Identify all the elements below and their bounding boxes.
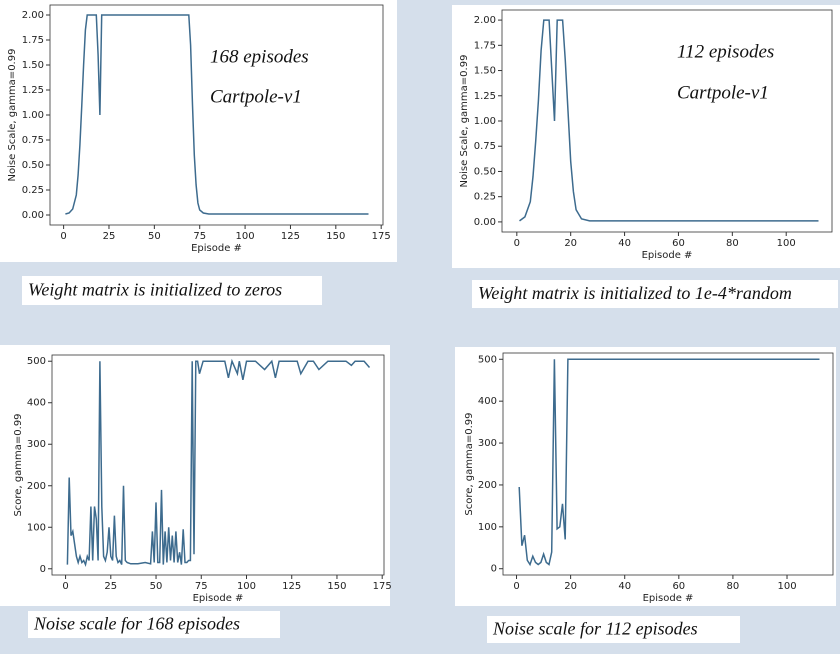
- y-tick-label: 2.00: [22, 10, 44, 21]
- caption: Weight matrix is initialized to 1e-4*ran…: [478, 283, 792, 303]
- x-tick-label: 50: [150, 581, 163, 592]
- x-tick-label: 100: [236, 231, 255, 242]
- x-tick-label: 0: [60, 231, 66, 242]
- y-tick-label: 0.25: [474, 192, 496, 203]
- x-tick-label: 125: [281, 231, 300, 242]
- x-tick-label: 100: [777, 238, 796, 249]
- line: [519, 19, 819, 222]
- caption: Noise scale for 168 episodes: [33, 614, 240, 634]
- line: [66, 358, 371, 568]
- x-axis-label: Episode #: [642, 250, 693, 261]
- y-tick-label: 200: [478, 480, 497, 491]
- x-tick-label: 40: [618, 581, 631, 592]
- y-tick-label: 1.25: [22, 85, 44, 96]
- x-tick-label: 100: [777, 581, 796, 592]
- y-tick-label: 300: [478, 438, 497, 449]
- annotation: 168 episodes: [210, 46, 309, 67]
- y-tick-label: 1.75: [474, 40, 496, 51]
- x-tick-label: 150: [326, 231, 345, 242]
- x-tick-label: 80: [726, 238, 739, 249]
- chart-panel: [0, 0, 397, 262]
- x-tick-label: 0: [62, 581, 68, 592]
- y-tick-label: 300: [27, 439, 46, 450]
- x-tick-label: 60: [672, 581, 685, 592]
- y-tick-label: 1.50: [22, 60, 44, 71]
- y-tick-label: 0: [491, 564, 497, 575]
- x-axis-label: Episode #: [643, 593, 694, 604]
- y-tick-label: 0.25: [22, 185, 44, 196]
- plot-frame: [51, 354, 385, 576]
- x-tick-label: 125: [282, 581, 301, 592]
- annotation: Cartpole-v1: [210, 86, 302, 107]
- y-tick-label: 0: [40, 564, 46, 575]
- x-axis-label: Episode #: [191, 243, 242, 254]
- y-tick-label: 1.00: [22, 110, 44, 121]
- annotation: Cartpole-v1: [677, 82, 769, 103]
- x-tick-label: 0: [513, 581, 519, 592]
- x-tick-label: 75: [195, 581, 208, 592]
- x-tick-label: 100: [237, 581, 256, 592]
- y-tick-label: 0.75: [474, 141, 496, 152]
- line: [518, 358, 820, 567]
- y-tick-label: 200: [27, 481, 46, 492]
- x-tick-label: 40: [618, 238, 631, 249]
- x-tick-label: 175: [373, 581, 392, 592]
- x-tick-label: 0: [514, 238, 520, 249]
- y-axis-label: Noise Scale, gamma=0.99: [459, 55, 470, 188]
- y-tick-label: 1.25: [474, 91, 496, 102]
- x-tick-label: 60: [672, 238, 685, 249]
- caption: Noise scale for 112 episodes: [492, 619, 698, 639]
- caption-box: [472, 280, 838, 308]
- y-tick-label: 2.00: [474, 15, 496, 26]
- y-tick-label: 100: [478, 522, 497, 533]
- chart-panel: [455, 347, 836, 606]
- x-tick-label: 75: [193, 231, 206, 242]
- x-tick-label: 20: [564, 238, 577, 249]
- y-axis-label: Score, gamma=0.99: [13, 413, 24, 516]
- plot-frame: [502, 352, 834, 576]
- chart-panel: [452, 5, 840, 268]
- x-tick-label: 25: [104, 581, 117, 592]
- x-tick-label: 20: [564, 581, 577, 592]
- y-tick-label: 0.00: [474, 217, 496, 228]
- y-axis-label: Score, gamma=0.99: [464, 412, 475, 515]
- caption-box: [487, 616, 740, 643]
- caption-box: [22, 276, 322, 305]
- y-tick-label: 1.50: [474, 66, 496, 77]
- y-tick-label: 0.50: [474, 166, 496, 177]
- y-tick-label: 0.50: [22, 160, 44, 171]
- x-tick-label: 25: [103, 231, 116, 242]
- y-tick-label: 500: [27, 356, 46, 367]
- y-tick-label: 1.75: [22, 35, 44, 46]
- x-tick-label: 150: [327, 581, 346, 592]
- line: [65, 14, 369, 215]
- y-tick-label: 500: [478, 354, 497, 365]
- y-tick-label: 400: [27, 398, 46, 409]
- y-axis-label: Noise Scale, gamma=0.99: [7, 49, 18, 182]
- x-axis-label: Episode #: [193, 593, 244, 604]
- x-tick-label: 80: [727, 581, 740, 592]
- annotation: 112 episodes: [677, 41, 774, 62]
- x-tick-label: 175: [372, 231, 391, 242]
- y-tick-label: 0.00: [22, 210, 44, 221]
- y-tick-label: 1.00: [474, 116, 496, 127]
- y-tick-label: 400: [478, 396, 497, 407]
- caption-box: [28, 611, 280, 638]
- y-tick-label: 0.75: [22, 135, 44, 146]
- y-tick-label: 100: [27, 522, 46, 533]
- caption: Weight matrix is initialized to zeros: [28, 280, 282, 300]
- x-tick-label: 50: [148, 231, 161, 242]
